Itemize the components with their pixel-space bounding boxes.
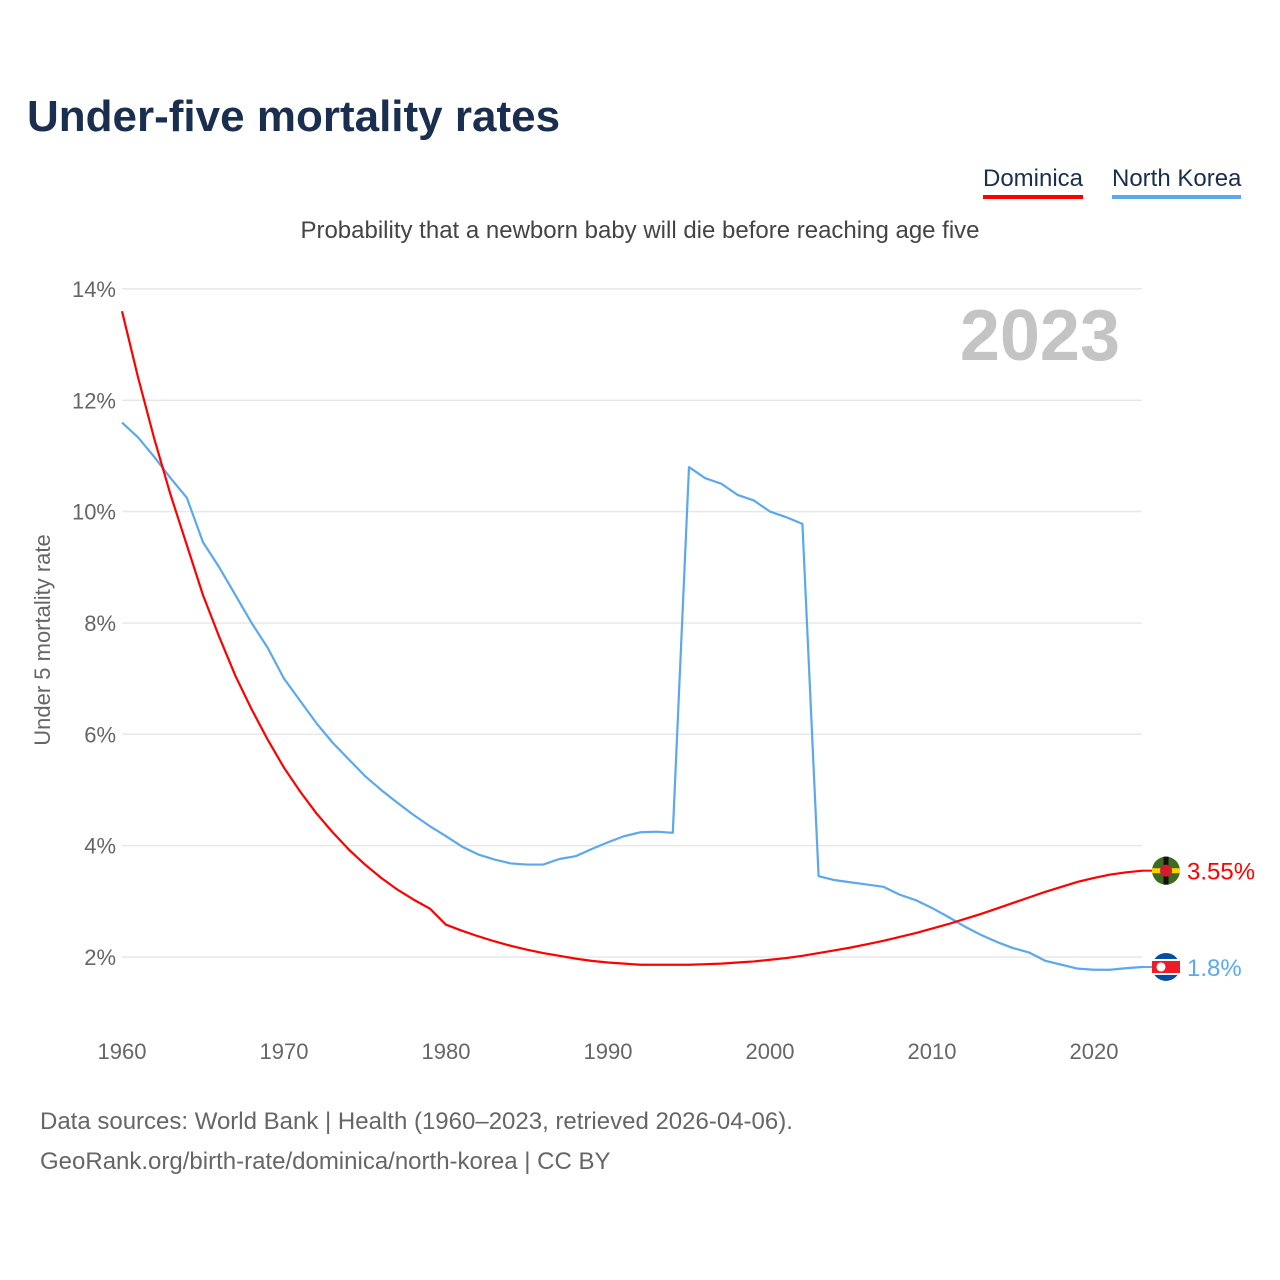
x-tick-label: 1980 — [422, 1039, 471, 1064]
footer-credit: GeoRank.org/birth-rate/dominica/north-ko… — [40, 1148, 611, 1175]
flag-stripe — [1152, 960, 1180, 973]
x-tick-label: 2010 — [908, 1039, 957, 1064]
y-tick-label: 6% — [84, 722, 116, 747]
end-label-north-korea: 1.8% — [1187, 955, 1242, 982]
x-tick-label: 1960 — [98, 1039, 147, 1064]
year-watermark: 2023 — [960, 296, 1120, 376]
series-line-dominica — [120, 310, 1143, 966]
y-tick-label: 8% — [84, 611, 116, 636]
x-tick-label: 2000 — [746, 1039, 795, 1064]
chart-title: Under-five mortality rates — [27, 92, 561, 141]
legend-item-dominica[interactable]: Dominica — [983, 165, 1084, 199]
footer-sources: Data sources: World Bank | Health (1960–… — [40, 1108, 793, 1135]
flag-disc — [1156, 962, 1166, 972]
y-axis-label: Under 5 mortality rate — [30, 534, 55, 746]
legend-item-north-korea[interactable]: North Korea — [1112, 165, 1242, 199]
y-tick-label: 14% — [72, 277, 116, 302]
x-tick-label: 1970 — [260, 1039, 309, 1064]
chart-subtitle: Probability that a newborn baby will die… — [300, 217, 980, 244]
y-tick-label: 10% — [72, 500, 116, 525]
y-tick-label: 4% — [84, 834, 116, 859]
flag-disc — [1160, 864, 1172, 877]
x-tick-label: 2020 — [1070, 1039, 1119, 1064]
y-tick-label: 2% — [84, 945, 116, 970]
series-line-north-korea — [121, 421, 1143, 971]
x-tick-label: 1990 — [584, 1039, 633, 1064]
end-label-dominica: 3.55% — [1187, 859, 1255, 886]
y-tick-label: 12% — [72, 388, 116, 413]
